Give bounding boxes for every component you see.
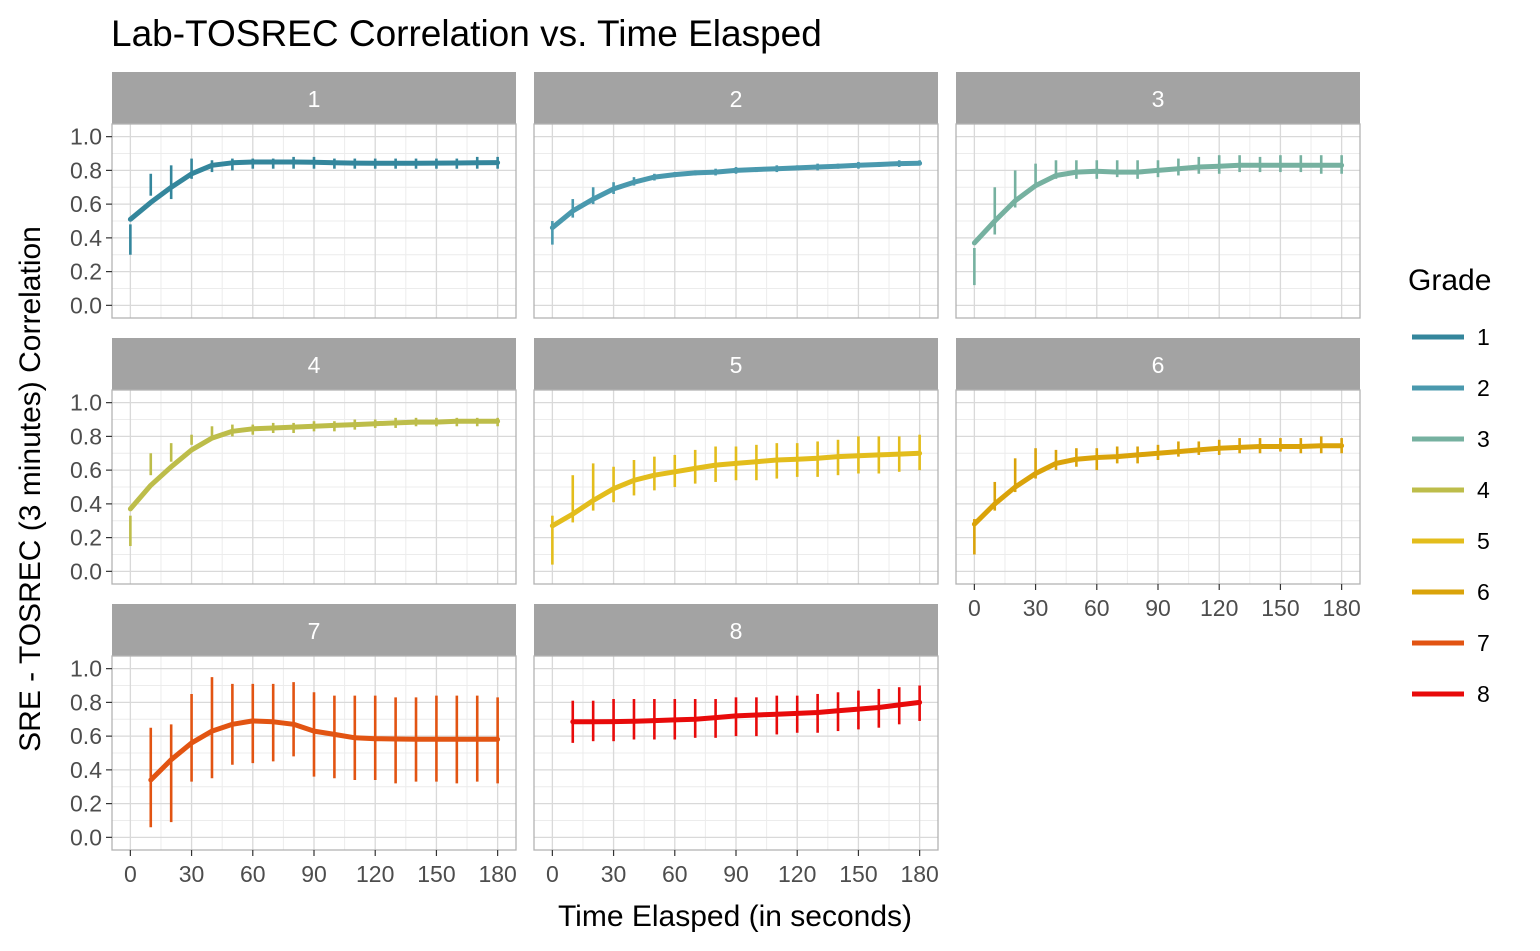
y-axis-title: SRE - TOSREC (3 minutes) Correlation <box>14 226 47 752</box>
x-tick-label: 90 <box>723 861 749 887</box>
facet-strip <box>956 338 1360 390</box>
facet-panel-7: 7 0.0 0.2 0.4 0.6 0.8 1.0 0 30 60 90 120 150 180 <box>70 604 517 887</box>
facet-strip <box>534 338 938 390</box>
x-tick-label: 180 <box>900 861 938 887</box>
y-tick-label: 1.0 <box>70 124 102 150</box>
facet-strip <box>112 604 516 656</box>
facet-panel-4: 4 0.0 0.2 0.4 0.6 0.8 1.0 <box>70 338 517 585</box>
y-tick-label: 0.2 <box>70 791 102 817</box>
x-tick-label: 0 <box>968 595 981 621</box>
facet-panel-5: 5 <box>533 338 939 585</box>
facet-strip-label: 7 <box>308 618 321 644</box>
series-line-4 <box>127 418 501 512</box>
y-tick-label: 0.4 <box>70 757 102 783</box>
legend-label-4: 4 <box>1477 477 1490 503</box>
y-tick-label: 0.4 <box>70 225 102 251</box>
y-tick-label: 0.0 <box>70 558 102 584</box>
series-line-1 <box>127 159 501 222</box>
facet-strip-label: 2 <box>730 86 743 112</box>
facet-strip <box>112 338 516 390</box>
x-tick-label: 120 <box>1200 595 1238 621</box>
x-tick-label: 60 <box>240 861 266 887</box>
y-tick-label: 0.6 <box>70 457 102 483</box>
facet-panel-6: 60 30 60 90 120 150 180 <box>955 338 1361 621</box>
x-axis-title: Time Elasped (in seconds) <box>558 900 912 933</box>
facet-strip-label: 4 <box>308 352 321 378</box>
panel-border <box>111 123 517 319</box>
x-tick-label: 60 <box>1084 595 1110 621</box>
x-tick-label: 120 <box>356 861 394 887</box>
facet-strip <box>534 72 938 124</box>
x-tick-label: 180 <box>478 861 516 887</box>
facet-strip-label: 8 <box>730 618 743 644</box>
facet-strip <box>534 604 938 656</box>
x-tick-label: 150 <box>1261 595 1299 621</box>
facet-panels: 1 0.0 0.2 0.4 0.6 0.8 1.0 2 3 4 0.0 0.2 0.4 0.6 0.8 1.0… <box>70 72 1361 887</box>
legend-title: Grade <box>1408 264 1491 297</box>
panel-border <box>955 123 1361 319</box>
y-tick-label: 0.6 <box>70 723 102 749</box>
facet-strip-label: 1 <box>308 86 321 112</box>
x-tick-label: 30 <box>601 861 627 887</box>
y-tick-label: 1.0 <box>70 656 102 682</box>
y-tick-label: 0.2 <box>70 259 102 285</box>
y-tick-label: 0.4 <box>70 491 102 517</box>
x-tick-label: 0 <box>124 861 137 887</box>
y-tick-label: 0.0 <box>70 824 102 850</box>
legend-label-3: 3 <box>1477 426 1490 452</box>
legend-label-6: 6 <box>1477 579 1490 605</box>
panel-border <box>533 123 939 319</box>
series-line-8 <box>570 699 923 725</box>
panel-border <box>533 389 939 585</box>
x-tick-label: 0 <box>546 861 559 887</box>
panel-border <box>111 389 517 585</box>
x-tick-label: 150 <box>839 861 877 887</box>
series-line-6 <box>971 443 1345 527</box>
facet-strip-label: 6 <box>1152 352 1165 378</box>
x-tick-label: 30 <box>1023 595 1049 621</box>
x-tick-label: 60 <box>662 861 688 887</box>
x-tick-label: 30 <box>179 861 205 887</box>
x-tick-label: 180 <box>1322 595 1360 621</box>
facet-panel-3: 3 <box>955 72 1361 319</box>
x-tick-label: 150 <box>417 861 455 887</box>
series-line-3 <box>971 162 1345 246</box>
x-tick-label: 120 <box>778 861 816 887</box>
facet-strip-label: 5 <box>730 352 743 378</box>
facet-strip <box>956 72 1360 124</box>
y-tick-label: 0.0 <box>70 292 102 318</box>
x-tick-label: 90 <box>301 861 327 887</box>
legend-label-7: 7 <box>1477 630 1490 656</box>
legend-label-1: 1 <box>1477 324 1490 350</box>
x-tick-label: 90 <box>1145 595 1171 621</box>
series-line-5 <box>549 450 923 529</box>
series-line-2 <box>549 160 923 231</box>
facet-strip <box>112 72 516 124</box>
facet-strip-label: 3 <box>1152 86 1165 112</box>
facet-panel-2: 2 <box>533 72 939 319</box>
facet-panel-1: 1 0.0 0.2 0.4 0.6 0.8 1.0 <box>70 72 517 319</box>
legend: Grade 1 2 3 4 5 6 7 8 <box>1408 264 1491 707</box>
legend-label-5: 5 <box>1477 528 1490 554</box>
y-tick-label: 0.8 <box>70 423 102 449</box>
y-tick-label: 0.2 <box>70 525 102 551</box>
chart-title: Lab-TOSREC Correlation vs. Time Elasped <box>111 13 822 54</box>
y-tick-label: 0.6 <box>70 191 102 217</box>
y-tick-label: 0.8 <box>70 157 102 183</box>
legend-label-2: 2 <box>1477 375 1490 401</box>
legend-label-8: 8 <box>1477 681 1490 707</box>
facet-panel-8: 8 0 30 60 90 120 150 180 <box>533 604 939 887</box>
y-tick-label: 0.8 <box>70 689 102 715</box>
series-line-7 <box>148 718 501 783</box>
y-tick-label: 1.0 <box>70 390 102 416</box>
